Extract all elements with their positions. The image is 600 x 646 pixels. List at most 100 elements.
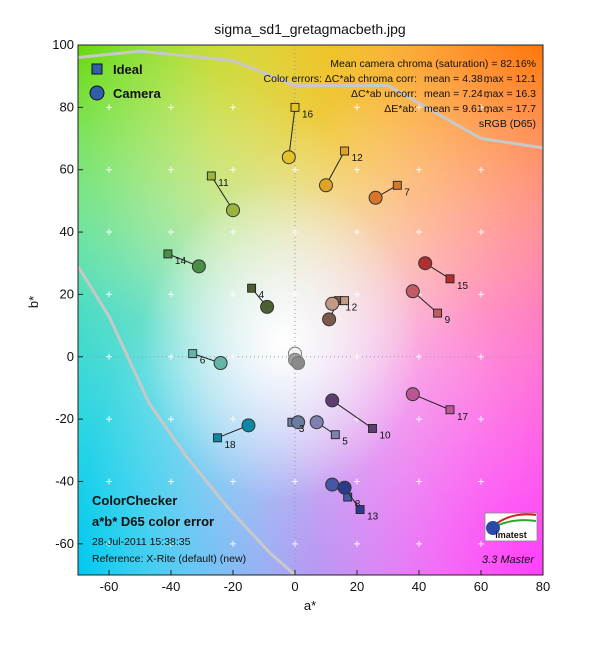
legend: Ideal Camera bbox=[89, 62, 161, 101]
patch-label-18: 18 bbox=[225, 440, 237, 451]
grid-cross bbox=[478, 540, 484, 547]
ideal-point-12 bbox=[340, 146, 350, 156]
grid-cross bbox=[478, 229, 484, 236]
x-tick-label: 60 bbox=[474, 579, 488, 594]
plot-background bbox=[78, 45, 543, 575]
grid-cross bbox=[354, 291, 360, 298]
grid-cross bbox=[168, 353, 174, 360]
ideal-point-17 bbox=[445, 405, 455, 415]
grid-cross bbox=[230, 353, 236, 360]
camera-point-17 bbox=[405, 387, 420, 402]
grid-cross bbox=[292, 166, 298, 173]
grid-cross bbox=[354, 166, 360, 173]
camera-point-12 bbox=[319, 178, 333, 193]
stats-line-1: Mean camera chroma (saturation) = 82.16% bbox=[330, 58, 536, 70]
grid-cross bbox=[106, 478, 112, 485]
stats-line-4-label: ΔE*ab: bbox=[384, 103, 417, 115]
patch-label-3: 3 bbox=[299, 424, 305, 435]
stats-line-3-mean: mean = 7.24 ; bbox=[424, 88, 489, 100]
camera-point-5 bbox=[309, 415, 324, 430]
y-tick-label: 0 bbox=[67, 349, 74, 364]
camera-point-18 bbox=[241, 418, 256, 433]
ideal-point-6 bbox=[188, 349, 198, 359]
camera-point-13 bbox=[337, 480, 352, 495]
stats-line-2-label: Color errors: ΔC*ab chroma corr: bbox=[264, 73, 417, 85]
stats-line-3-max: max = 16.3 bbox=[484, 88, 536, 100]
grid-cross bbox=[354, 104, 360, 111]
grid-cross bbox=[168, 291, 174, 298]
stats-line-4-max: max = 17.7 bbox=[484, 103, 536, 115]
footer-reference: Reference: X-Rite (default) (new) bbox=[92, 553, 246, 565]
y-tick-label: -60 bbox=[55, 536, 74, 551]
grid-cross bbox=[292, 540, 298, 547]
ideal-point-14 bbox=[163, 249, 173, 259]
grid-cross bbox=[354, 353, 360, 360]
error-line-16 bbox=[288, 107, 296, 158]
x-tick-label: -20 bbox=[224, 579, 243, 594]
legend-camera-marker bbox=[89, 85, 105, 101]
ideal-point-13 bbox=[355, 505, 365, 514]
grid-cross bbox=[106, 291, 112, 298]
patch-label-13: 13 bbox=[367, 512, 379, 523]
y-tick-label: 20 bbox=[60, 286, 74, 301]
camera-point-neutral bbox=[291, 356, 306, 370]
y-tick-label: 40 bbox=[60, 224, 74, 239]
grid-cross bbox=[416, 478, 422, 485]
grid-cross bbox=[106, 229, 112, 236]
logo-text: imatest bbox=[495, 530, 527, 540]
grid-cross bbox=[354, 229, 360, 236]
patch-label-15: 15 bbox=[457, 281, 469, 292]
gamut-curves bbox=[78, 49, 543, 575]
grid-cross bbox=[478, 478, 484, 485]
chart-title: sigma_sd1_gretagmacbeth.jpg bbox=[214, 21, 405, 37]
grid-cross bbox=[416, 353, 422, 360]
patch-label-9: 9 bbox=[445, 315, 451, 326]
ideal-point-5 bbox=[330, 430, 340, 440]
grid-cross bbox=[106, 540, 112, 547]
patch-label-10: 10 bbox=[380, 430, 392, 441]
grid-cross bbox=[292, 291, 298, 298]
error-line-10 bbox=[331, 400, 373, 429]
patch-label-17: 17 bbox=[457, 412, 469, 423]
ideal-point-4 bbox=[247, 283, 257, 293]
stats-line-2-mean: mean = 4.38 ; bbox=[424, 73, 489, 85]
camera-point-2 bbox=[325, 296, 340, 311]
footer-info: ColorChecker a*b* D65 color error 28-Jul… bbox=[92, 493, 246, 565]
y-tick-label: 100 bbox=[52, 37, 74, 52]
grid-cross bbox=[478, 291, 484, 298]
ideal-point-16 bbox=[290, 102, 300, 112]
patch-label-16: 16 bbox=[302, 109, 314, 120]
camera-point-7 bbox=[368, 190, 383, 205]
x-tick-label: -40 bbox=[162, 579, 181, 594]
patch-label-2: 2 bbox=[352, 303, 358, 314]
camera-point-14 bbox=[191, 259, 206, 274]
x-tick-label: 20 bbox=[350, 579, 364, 594]
grid-cross bbox=[478, 166, 484, 173]
grid-cross bbox=[106, 166, 112, 173]
stats-line-2-max: max = 12.1 bbox=[484, 73, 536, 85]
patch-label-4: 4 bbox=[259, 290, 265, 301]
footer-date: 28-Jul-2011 15:38:35 bbox=[92, 536, 191, 548]
camera-point-4 bbox=[260, 299, 275, 314]
footer-heading-1: ColorChecker bbox=[92, 493, 177, 508]
grid-cross bbox=[478, 416, 484, 423]
grid-cross bbox=[292, 229, 298, 236]
grid-cross bbox=[230, 478, 236, 485]
patch-label-7: 7 bbox=[404, 187, 410, 198]
grid-cross bbox=[416, 166, 422, 173]
grid-cross bbox=[230, 540, 236, 547]
patch-label-12: 12 bbox=[352, 153, 364, 164]
grid-cross bbox=[168, 416, 174, 423]
y-tick-label: 80 bbox=[60, 99, 74, 114]
grid-cross bbox=[354, 478, 360, 485]
grid-cross bbox=[168, 229, 174, 236]
srgb-gamut-curve bbox=[78, 49, 543, 150]
patch-label-11: 11 bbox=[218, 178, 229, 189]
logo-swoosh-red bbox=[495, 513, 537, 525]
camera-point-1 bbox=[322, 312, 337, 327]
y-tick-label: -40 bbox=[55, 473, 74, 488]
stats-line-5: sRGB (D65) bbox=[479, 118, 536, 130]
patch-label-6: 6 bbox=[200, 356, 206, 367]
patch-label-14: 14 bbox=[175, 256, 187, 267]
